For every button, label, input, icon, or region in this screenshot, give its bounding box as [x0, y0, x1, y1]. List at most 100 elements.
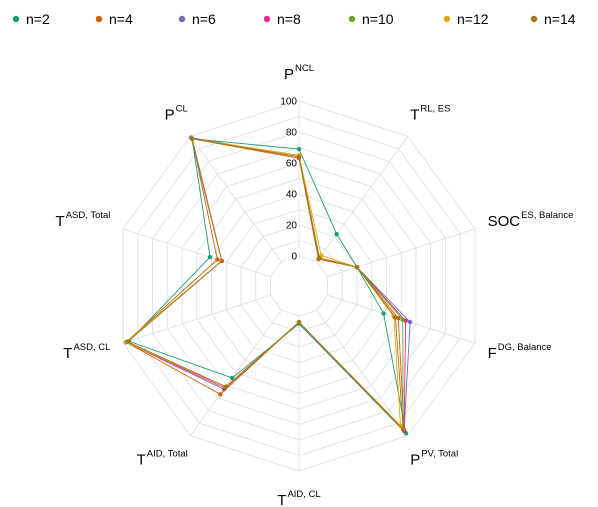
grid-spoke [189, 310, 282, 436]
series-n=14 [125, 136, 406, 432]
axis-label: TRL, ES [410, 104, 450, 124]
legend-item: n=10 [348, 11, 394, 27]
radial-tick-label: 80 [286, 128, 298, 139]
axis-label: TASD, Total [56, 210, 111, 230]
tick-label-bg [286, 250, 299, 261]
axis-label: PCL [165, 104, 188, 124]
series-n=8 [123, 136, 408, 433]
radial-tick-labels: 0 20 40 60 80 100 [280, 95, 299, 263]
axis-label-superscript: ASD, CL [73, 342, 110, 353]
axis-label-superscript: RL, ES [420, 104, 450, 115]
legend-marker [530, 15, 538, 23]
legend-marker [348, 15, 356, 23]
grid-spoke [189, 136, 282, 262]
axis-label: TAID, CL [277, 489, 320, 507]
axis-label: FDG, Balance [488, 342, 552, 362]
data-point [296, 154, 302, 159]
legend-label: n=6 [192, 11, 216, 27]
data-point [407, 319, 413, 325]
legend-item: n=2 [12, 11, 50, 27]
data-point [393, 315, 398, 320]
data-point [223, 384, 228, 389]
legend-label: n=4 [109, 11, 133, 27]
radial-tick-label: 60 [286, 159, 298, 170]
series-n=12 [123, 136, 403, 428]
radial-tick-label: 20 [286, 221, 298, 232]
legend-marker [12, 15, 20, 23]
axis-label-superscript: DG, Balance [498, 342, 552, 353]
data-point [381, 311, 386, 316]
grid-spoke [316, 310, 409, 436]
radar-grid [122, 100, 476, 472]
legend-marker [95, 15, 103, 23]
axis-label-main: F [488, 345, 497, 362]
axis-label-main: T [410, 107, 419, 124]
grid-ring [270, 255, 328, 317]
legend-label: n=14 [544, 11, 576, 27]
legend: n=2 n=4 n=6 n=8 n=10 n=12 n=14 [12, 11, 576, 27]
data-point [334, 231, 339, 237]
axis-label-main: P [410, 451, 420, 468]
legend-item: n=14 [530, 11, 576, 27]
data-point [354, 264, 360, 270]
axis-label-superscript: AID, Total [147, 448, 188, 459]
data-point [218, 392, 223, 397]
data-point [398, 423, 403, 428]
radial-tick-label: 0 [291, 252, 297, 263]
legend-item: n=8 [263, 11, 301, 27]
tick-label-bg [286, 219, 299, 230]
data-point [207, 254, 213, 260]
radial-tick-label: 100 [280, 97, 297, 108]
axis-label: PPV, Total [410, 448, 458, 468]
grid-spoke [316, 136, 409, 262]
axis-label: TAID, Total [137, 448, 188, 468]
grid-spoke [327, 228, 476, 278]
axis-label-superscript: PV, Total [421, 448, 458, 459]
legend-item: n=4 [95, 11, 133, 27]
radial-tick-label: 40 [286, 190, 298, 201]
axis-label: PNCL [284, 63, 314, 83]
data-point [215, 257, 220, 262]
series-polygons [123, 135, 413, 436]
grid-spoke [122, 294, 271, 344]
legend-label: n=12 [457, 11, 489, 27]
legend-item: n=6 [178, 11, 216, 27]
legend-item: n=12 [443, 11, 489, 27]
axis-label-main: T [137, 451, 146, 468]
axis-label-main: P [284, 66, 294, 83]
legend-marker [443, 15, 451, 23]
axis-label-main: T [63, 345, 72, 362]
legend-marker [178, 15, 186, 23]
axis-label: TASD, CL [63, 342, 110, 362]
axis-label-superscript: ES, Balance [521, 210, 573, 221]
data-point [296, 146, 302, 152]
axis-label: SOCES, Balance [488, 210, 574, 230]
grid-spoke [122, 228, 271, 278]
data-point [400, 317, 405, 322]
data-point [125, 339, 130, 344]
tick-label-bg [286, 126, 299, 137]
data-point [229, 375, 235, 381]
axis-label-main: P [165, 107, 175, 124]
axis-label-main: T [277, 492, 286, 507]
axis-label-main: T [56, 213, 65, 230]
axis-label-superscript: ASD, Total [66, 210, 111, 221]
data-point [189, 136, 195, 142]
axis-label-superscript: CL [176, 104, 188, 115]
series-line [125, 138, 407, 432]
axis-label-main: SOC [488, 213, 521, 230]
axis-label-superscript: AID, CL [287, 489, 320, 500]
data-point [219, 258, 225, 264]
axis-label-superscript: NCL [295, 63, 314, 74]
tick-label-bg [286, 95, 299, 106]
legend-marker [263, 15, 271, 23]
data-point [317, 255, 322, 261]
data-point [296, 320, 302, 325]
data-point [400, 427, 406, 432]
tick-label-bg [286, 157, 299, 168]
legend-label: n=10 [362, 11, 394, 27]
legend-label: n=2 [26, 11, 50, 27]
legend-label: n=8 [277, 11, 301, 27]
